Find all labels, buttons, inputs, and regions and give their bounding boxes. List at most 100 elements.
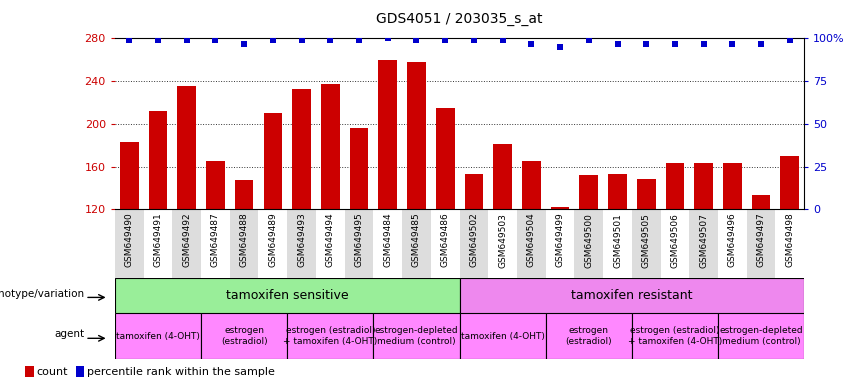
Text: GSM649494: GSM649494 (326, 213, 334, 267)
Point (582, 37, 596, 43)
Bar (465, 174, 483, 338)
Bar (201, 209, 230, 278)
Text: GSM649500: GSM649500 (585, 213, 593, 268)
Point (381, 35, 395, 41)
Bar (431, 209, 460, 278)
Bar (321, 84, 340, 338)
Text: GSM649504: GSM649504 (527, 213, 536, 268)
Bar (292, 89, 311, 338)
Point (496, 37, 510, 43)
Bar (545, 209, 574, 278)
Bar (172, 209, 201, 278)
Text: GSM649502: GSM649502 (470, 213, 478, 268)
Bar (379, 60, 397, 338)
Point (639, 40, 653, 46)
Bar (694, 163, 713, 338)
Text: GSM649503: GSM649503 (498, 213, 507, 268)
Text: count: count (37, 366, 68, 377)
Bar (751, 195, 770, 338)
Text: GSM649487: GSM649487 (211, 213, 220, 268)
Text: estrogen (estradiol)
+ tamoxifen (4-OHT): estrogen (estradiol) + tamoxifen (4-OHT) (283, 326, 378, 346)
Text: tamoxifen sensitive: tamoxifen sensitive (226, 289, 349, 302)
Point (123, 37, 136, 43)
Text: estrogen
(estradiol): estrogen (estradiol) (220, 326, 267, 346)
Text: percentile rank within the sample: percentile rank within the sample (87, 366, 275, 377)
Bar (230, 209, 259, 278)
Bar (120, 142, 139, 338)
Bar (637, 179, 655, 338)
Point (180, 37, 193, 43)
Bar (775, 209, 804, 278)
Text: GSM649497: GSM649497 (757, 213, 766, 268)
Bar (235, 180, 254, 338)
Bar (660, 209, 689, 278)
Text: GSM649489: GSM649489 (268, 213, 277, 268)
Bar (460, 278, 804, 313)
Bar (545, 313, 631, 359)
Text: estrogen
(estradiol): estrogen (estradiol) (565, 326, 612, 346)
Point (668, 40, 682, 46)
Point (237, 40, 251, 46)
Bar (402, 209, 431, 278)
Bar (26, 366, 34, 377)
Text: GSM649485: GSM649485 (412, 213, 421, 268)
Bar (747, 209, 775, 278)
Text: GSM649490: GSM649490 (125, 213, 134, 268)
Point (151, 37, 165, 43)
Text: tamoxifen (4-OHT): tamoxifen (4-OHT) (460, 331, 545, 341)
Text: GSM649506: GSM649506 (671, 213, 679, 268)
Point (352, 37, 366, 43)
Text: GDS4051 / 203035_s_at: GDS4051 / 203035_s_at (376, 12, 543, 25)
Text: agent: agent (54, 329, 84, 339)
Bar (144, 209, 172, 278)
Bar (665, 163, 684, 338)
Bar (608, 174, 627, 338)
Bar (689, 209, 718, 278)
Point (754, 40, 768, 46)
Text: GSM649486: GSM649486 (441, 213, 449, 268)
Bar (374, 313, 460, 359)
Point (524, 40, 538, 46)
Bar (551, 207, 569, 338)
Bar (718, 313, 804, 359)
Point (438, 37, 452, 43)
Bar (488, 209, 517, 278)
Bar (201, 313, 287, 359)
Point (323, 37, 337, 43)
Bar (631, 313, 718, 359)
Bar (723, 163, 742, 338)
Text: GSM649493: GSM649493 (297, 213, 306, 268)
Text: GSM649495: GSM649495 (355, 213, 363, 268)
Bar (287, 313, 374, 359)
Point (611, 40, 625, 46)
Text: GSM649491: GSM649491 (153, 213, 163, 268)
Text: GSM649505: GSM649505 (642, 213, 651, 268)
Text: estrogen (estradiol)
+ tamoxifen (4-OHT): estrogen (estradiol) + tamoxifen (4-OHT) (628, 326, 722, 346)
Bar (115, 209, 144, 278)
Bar (115, 278, 460, 313)
Point (409, 37, 423, 43)
Bar (259, 209, 288, 278)
Bar (316, 209, 345, 278)
Point (783, 37, 797, 43)
Text: estrogen-depleted
medium (control): estrogen-depleted medium (control) (374, 326, 459, 346)
Bar (780, 156, 799, 338)
Bar (206, 161, 225, 338)
Text: tamoxifen (4-OHT): tamoxifen (4-OHT) (116, 331, 200, 341)
Bar (149, 111, 168, 338)
Text: tamoxifen resistant: tamoxifen resistant (571, 289, 693, 302)
Text: GSM649498: GSM649498 (785, 213, 794, 268)
Bar (115, 313, 201, 359)
Bar (574, 209, 603, 278)
Bar (494, 144, 512, 338)
Bar (522, 161, 540, 338)
Bar (517, 209, 545, 278)
Point (467, 37, 481, 43)
Point (294, 37, 308, 43)
Text: GSM649484: GSM649484 (383, 213, 392, 267)
Text: GSM649492: GSM649492 (182, 213, 191, 267)
Text: GSM649488: GSM649488 (240, 213, 248, 268)
Bar (460, 209, 488, 278)
Text: GSM649501: GSM649501 (613, 213, 622, 268)
Bar (631, 209, 660, 278)
